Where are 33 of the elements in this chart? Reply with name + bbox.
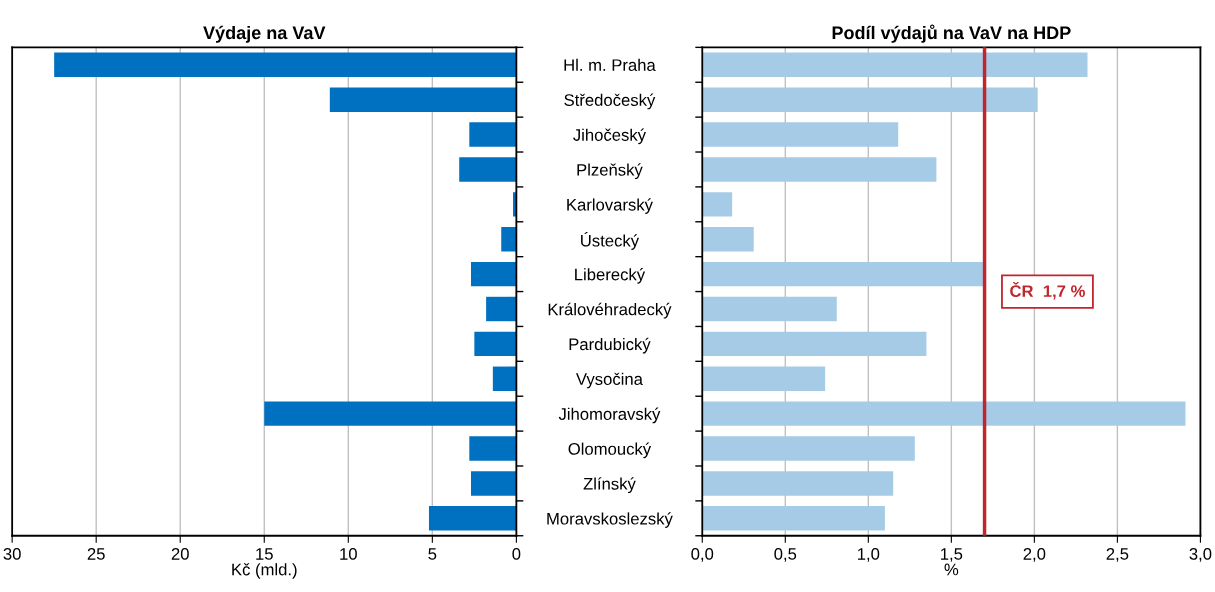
x-tick-label: 1,5 <box>941 548 963 562</box>
y-tick-label: Moravskoslezský <box>547 512 673 528</box>
y-tick-label: Hl. m. Praha <box>564 58 656 72</box>
x-tick-label: 0 <box>512 548 521 560</box>
y-tick-label: Královéhradecký <box>548 302 672 319</box>
x-tick-label: 0,5 <box>774 548 797 562</box>
y-tick-label: Vysočina <box>576 372 643 389</box>
y-tick-label: Liberecký <box>575 267 646 284</box>
y-tick-label: Karlovarský <box>567 198 653 214</box>
y-tick-label: Jihomoravský <box>558 407 661 424</box>
x-tick-label: 25 <box>87 548 105 560</box>
chart-title: Podíl výdajů na VaV na HDP <box>832 24 1071 43</box>
y-tick-label: Olomoucký <box>568 442 652 459</box>
x-tick-label: 5 <box>428 548 437 560</box>
y-tick-label: Jihočeský <box>573 128 646 145</box>
x-tick-label: 3,0 <box>1189 548 1212 562</box>
x-tick-label: 2,0 <box>1023 548 1046 562</box>
ref-line-label: ČR 1,7 % <box>1010 281 1085 300</box>
x-tick-label: 1,0 <box>858 548 880 562</box>
y-tick-label: Zlínský <box>583 477 636 494</box>
y-tick-label: Pardubický <box>569 337 651 354</box>
x-tick-label: 2,5 <box>1106 548 1129 562</box>
x-axis-title: % <box>944 563 959 576</box>
x-tick-label: 0,0 <box>691 548 714 562</box>
x-tick-label: 20 <box>171 548 189 560</box>
x-tick-label: 30 <box>3 548 21 560</box>
y-tick-label: Středočeský <box>564 93 656 110</box>
x-axis-title: Kč (mld.) <box>232 563 297 579</box>
x-tick-label: 15 <box>256 548 273 560</box>
y-tick-label: Plzeňský <box>577 163 643 180</box>
x-tick-label: 10 <box>340 548 357 560</box>
y-tick-label: Ústecký <box>581 232 640 250</box>
chart-title: Výdaje na VaV <box>203 25 326 43</box>
